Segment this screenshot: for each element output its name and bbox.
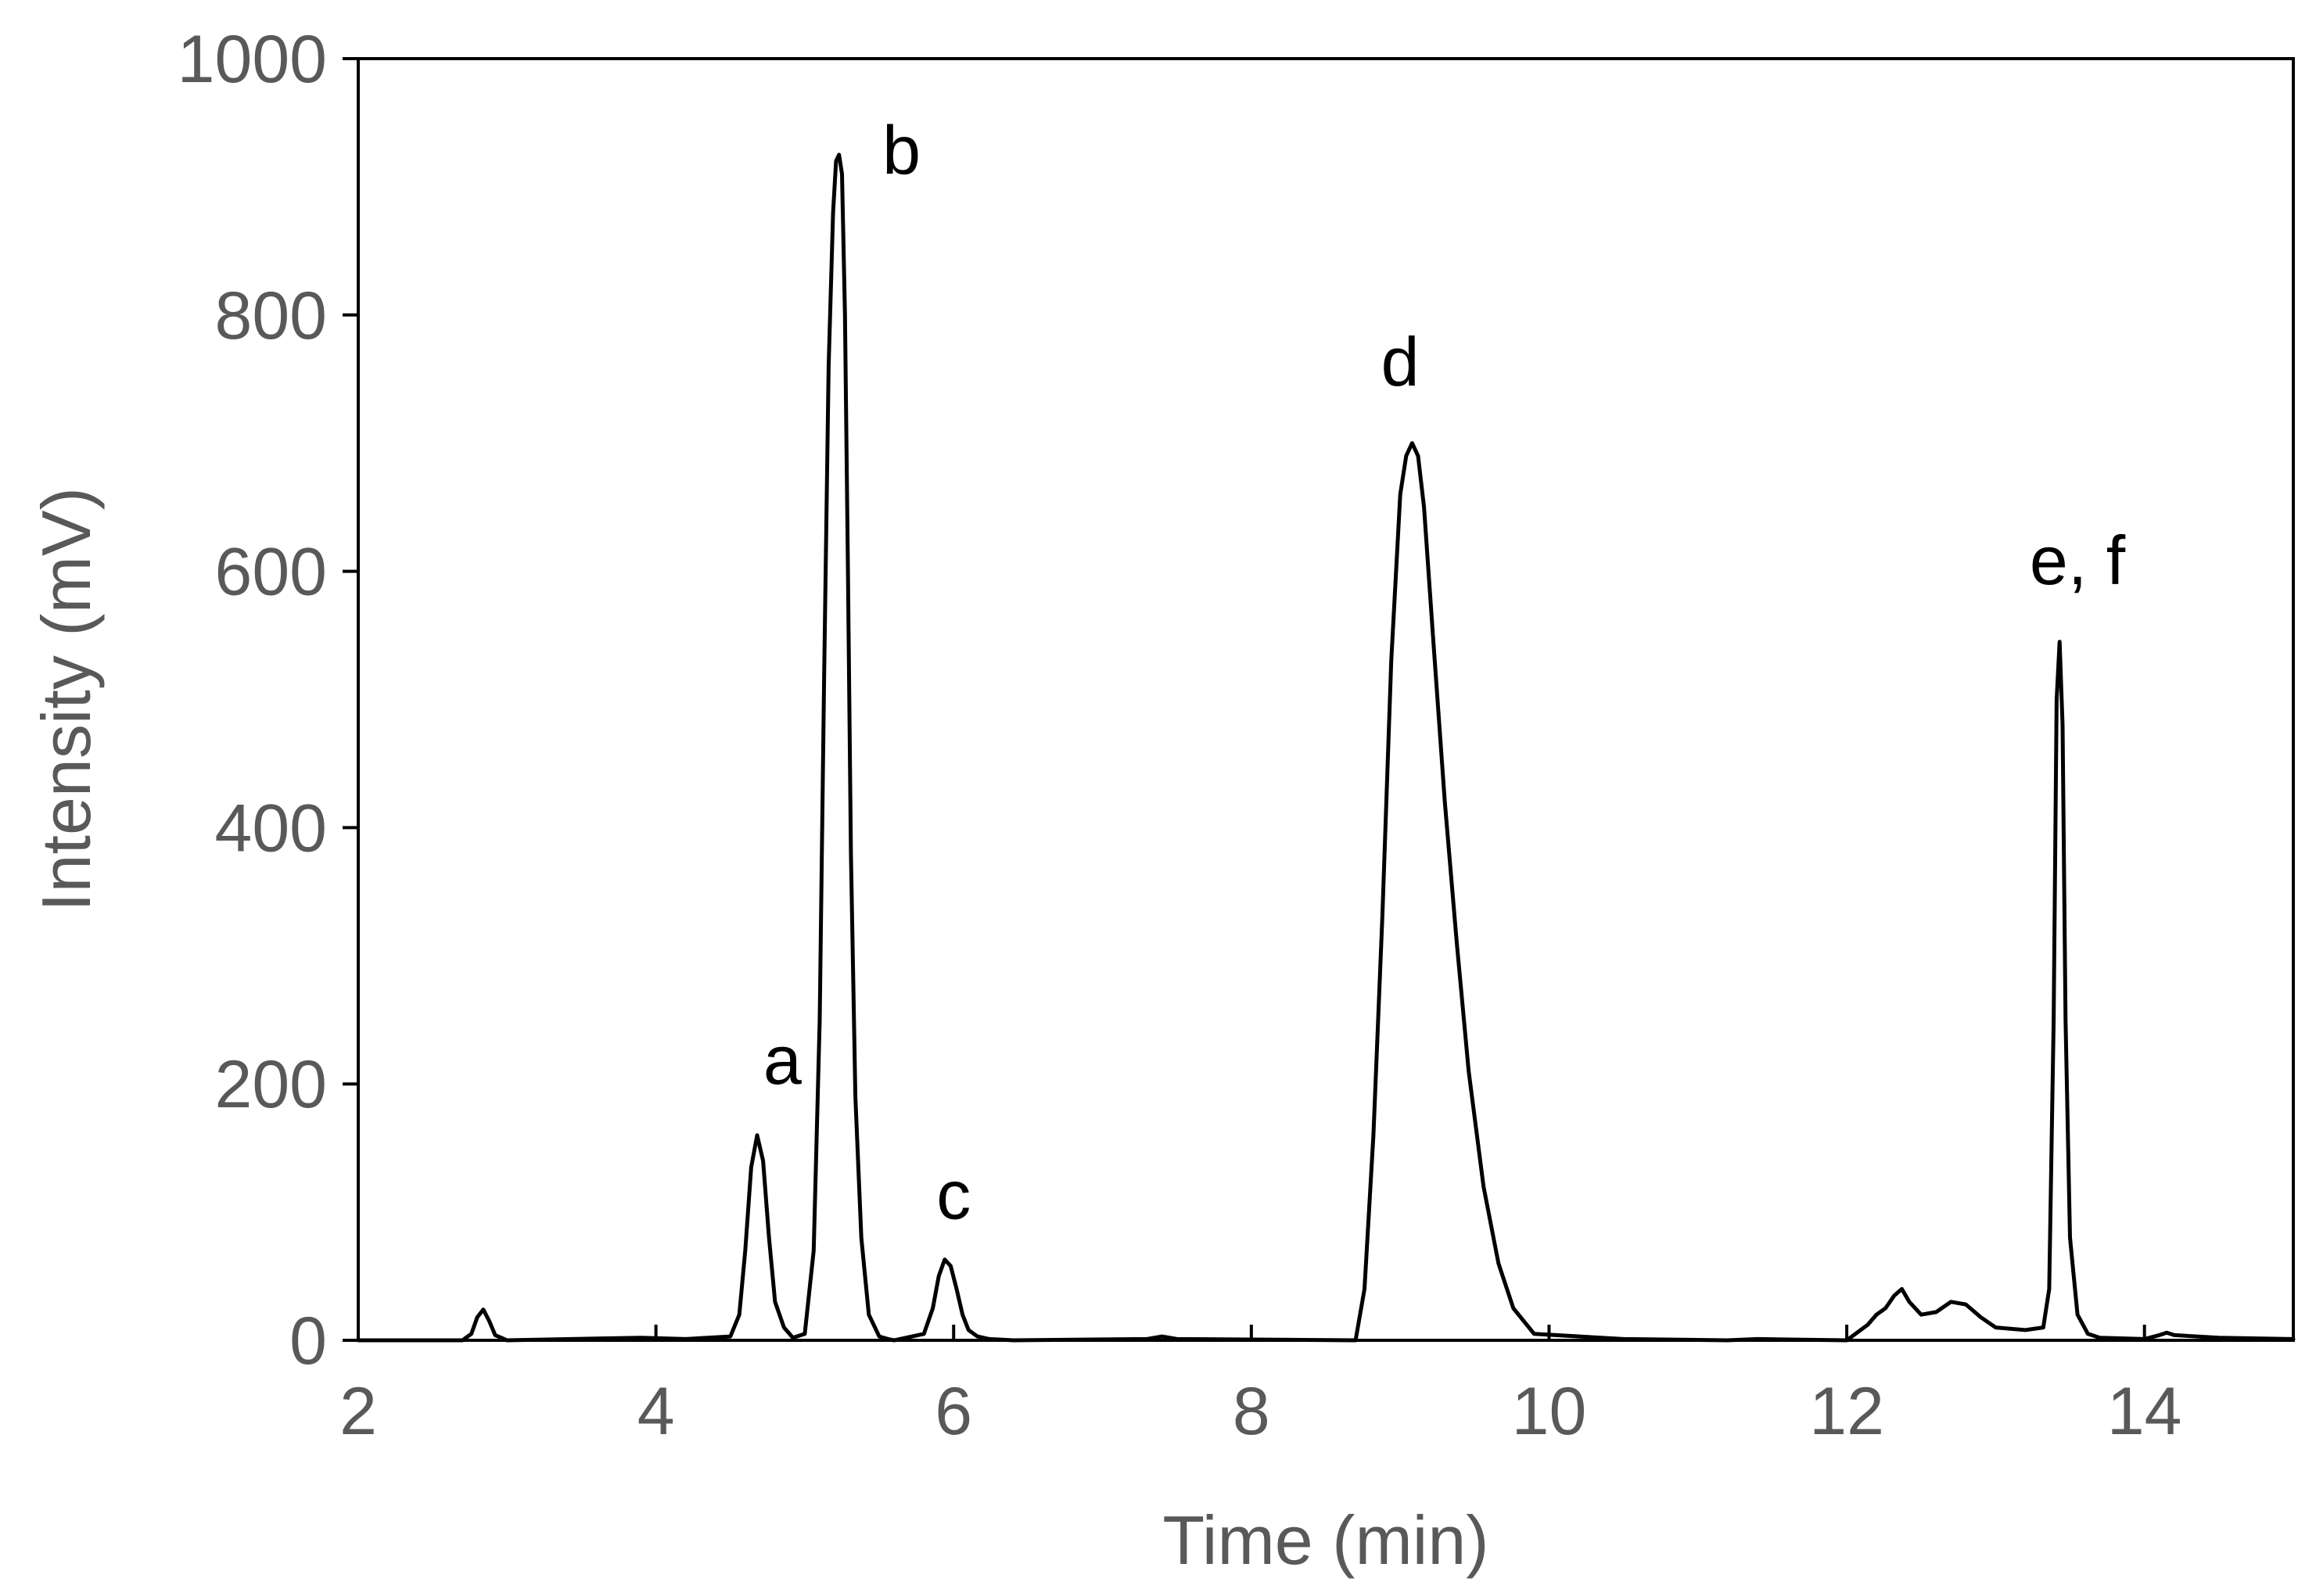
- peak-label: e, f: [2030, 522, 2126, 599]
- x-axis-title: Time (min): [1162, 1501, 1488, 1579]
- peak-label: a: [763, 1021, 802, 1099]
- peak-labels: a b c d e, f: [763, 112, 2126, 1234]
- x-tick-label: 4: [637, 1374, 675, 1449]
- x-tick-label: 14: [2107, 1374, 2182, 1449]
- x-tick-label: 6: [935, 1374, 972, 1449]
- peak-label: c: [936, 1156, 971, 1233]
- y-axis-title: Intensity (mV): [27, 487, 105, 912]
- y-tick-label: 1000: [178, 22, 327, 97]
- chromatogram-trace: [356, 152, 2296, 1343]
- y-tick-label: 400: [215, 791, 328, 866]
- x-tick-label: 2: [339, 1374, 377, 1449]
- y-axis-ticks: 0 200 400 600 800 1000: [178, 22, 358, 1379]
- x-tick-label: 8: [1233, 1374, 1270, 1449]
- x-tick-label: 10: [1512, 1374, 1587, 1449]
- peak-label: b: [882, 112, 921, 189]
- x-axis-ticks: 2 4 6 8 10 12 14: [339, 1325, 2182, 1449]
- y-tick-label: 0: [289, 1304, 327, 1379]
- y-tick-label: 800: [215, 278, 328, 353]
- y-tick-label: 200: [215, 1047, 328, 1122]
- y-tick-label: 600: [215, 535, 328, 610]
- x-tick-label: 12: [1809, 1374, 1884, 1449]
- plot-area-frame: [357, 57, 2295, 1342]
- peak-label: d: [1381, 323, 1420, 400]
